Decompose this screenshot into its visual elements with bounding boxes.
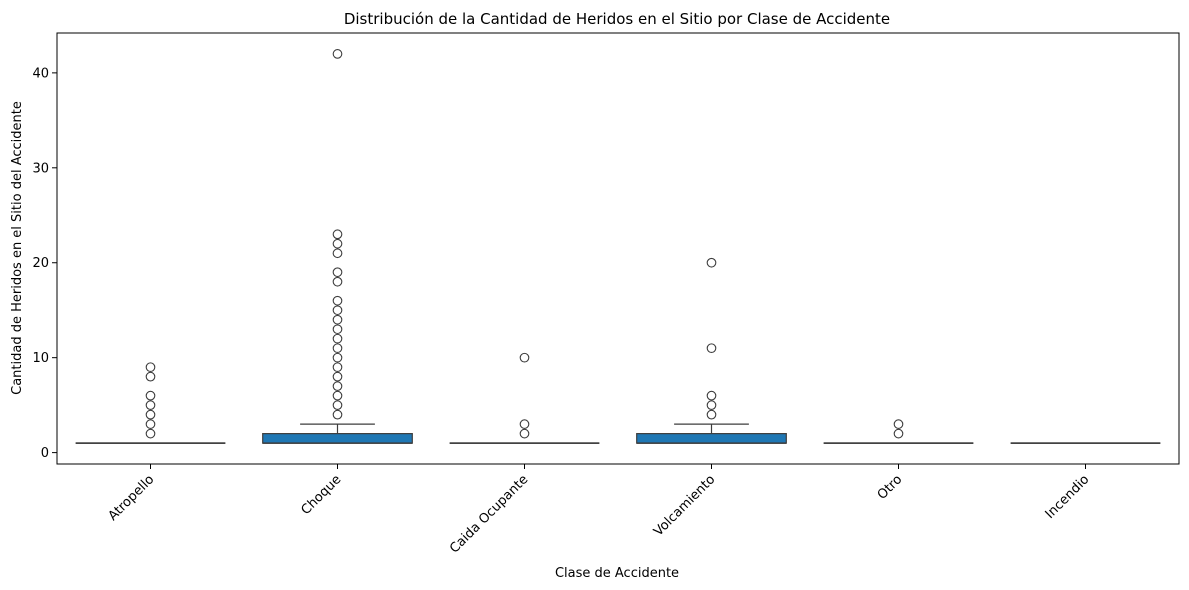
outlier-point [145,409,156,420]
x-tick-label: Volcamiento [651,472,718,539]
plot-frame [56,32,1180,465]
outlier-point [893,419,904,429]
box-iqr [636,433,787,444]
outlier-point [519,428,530,439]
outlier-point [332,49,343,59]
plot-area: 0 10 20 30 40 Atropello Choque Caida Ocupante Vo… [32,32,1180,557]
outlier-point [519,352,530,363]
outlier-point [332,276,343,287]
outlier-point [706,390,717,401]
x-tick-label: Atropello [106,472,158,524]
chart-title: Distribución de la Cantidad de Heridos e… [344,10,890,28]
x-tick-label: Incendio [1043,472,1093,522]
outlier-point [332,314,343,325]
x-tick-label: Choque [299,472,345,518]
outlier-point [332,371,343,382]
y-tick-label: 20 [32,256,49,271]
outlier-point [706,343,717,354]
outlier-point [332,267,343,278]
y-tick-label: 0 [41,446,49,461]
outlier-point [332,381,343,392]
y-tick-label: 10 [32,351,49,366]
outlier-point [332,409,343,420]
outlier-point [332,295,343,306]
outlier-point [893,428,904,439]
outlier-point [332,333,343,344]
outlier-point [332,400,343,410]
y-axis-label: Cantidad de Heridos en el Sitio del Acci… [10,101,25,395]
outlier-point [332,343,343,354]
outlier-point [332,324,343,335]
outlier-point [145,390,156,401]
outlier-point [332,248,343,259]
outlier-point [706,400,717,410]
outlier-point [519,419,530,429]
outlier-point [332,305,343,316]
x-tick-label: Caida Ocupante [447,472,531,556]
x-tick-label: Otro [875,472,906,503]
x-axis-label: Clase de Accidente [555,566,679,581]
outlier-point [332,229,343,240]
y-tick-label: 40 [32,66,49,81]
outlier-point [332,362,343,373]
outlier-point [145,400,156,410]
outlier-point [145,419,156,429]
outlier-point [145,371,156,382]
outlier-point [332,390,343,401]
outlier-point [706,409,717,420]
outlier-point [332,352,343,363]
outlier-point [145,362,156,373]
outlier-point [706,257,717,268]
outlier-point [145,428,156,439]
box-iqr [262,433,413,444]
outlier-point [332,238,343,249]
y-tick-label: 30 [32,161,49,176]
